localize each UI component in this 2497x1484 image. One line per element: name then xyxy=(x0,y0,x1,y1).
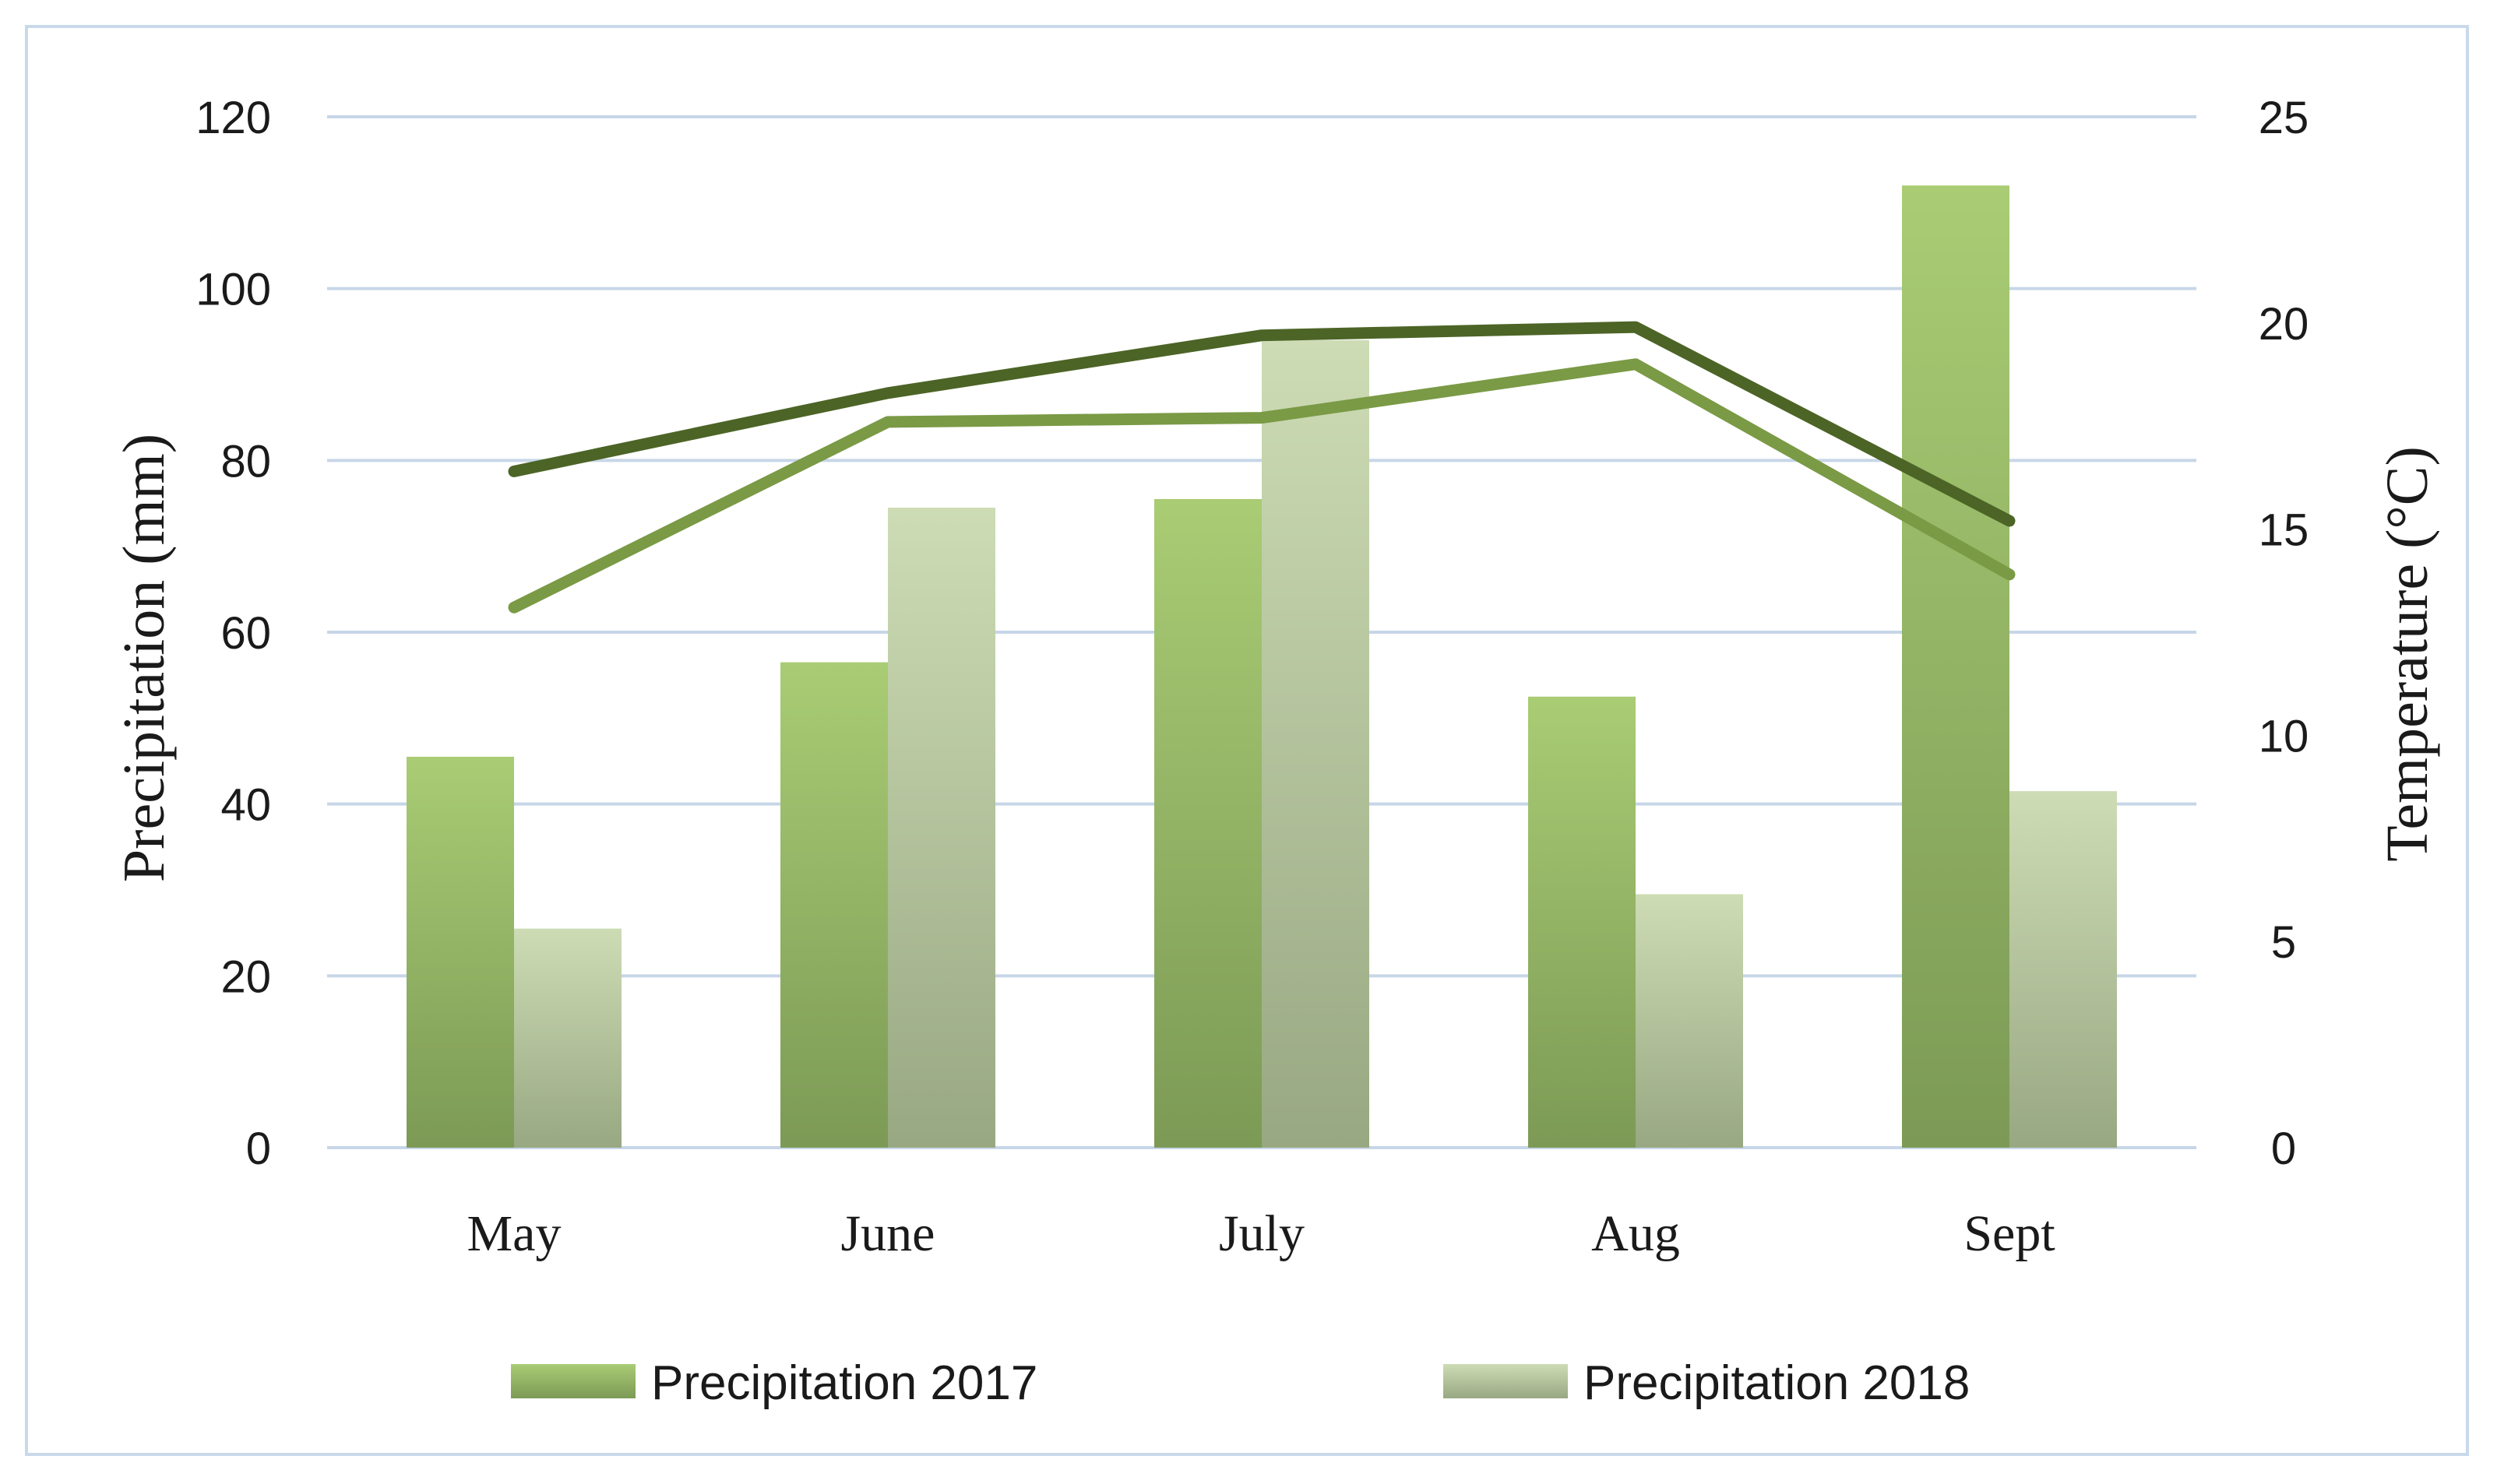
y-tick-label-left: 60 xyxy=(220,608,271,659)
bar-precip-2017 xyxy=(780,662,888,1148)
y-tick-label-left: 40 xyxy=(220,780,271,831)
bar-precip-2017 xyxy=(1528,696,1636,1148)
bar-precip-2017 xyxy=(1902,185,2009,1148)
y-tick-label-left: 0 xyxy=(246,1124,271,1174)
legend-swatch-2018 xyxy=(1443,1364,1568,1398)
bars xyxy=(407,185,2117,1148)
y-tick-label-right: 15 xyxy=(2259,505,2309,556)
y-tick-label-right: 10 xyxy=(2259,711,2309,761)
legend-swatch-2017 xyxy=(511,1364,636,1398)
bar-precip-2017 xyxy=(1154,498,1262,1148)
y-axis-title-left: Precipitation (mm) xyxy=(111,434,177,882)
x-tick-label: Aug xyxy=(1591,1205,1680,1262)
bar-precip-2018 xyxy=(2009,791,2117,1148)
axis-ticks: 0 20 40 60 80 100 120 0 5 10 15 20 25 May June July Aug S… xyxy=(195,93,2309,1262)
x-tick-label: May xyxy=(467,1205,562,1262)
legend-label-2017: Precipitation 2017 xyxy=(651,1356,1037,1410)
y-tick-label-right: 25 xyxy=(2259,93,2309,143)
bar-precip-2018 xyxy=(888,508,995,1148)
bar-precip-2018 xyxy=(1636,894,1743,1148)
legend: Precipitation 2017 Precipitation 2018 xyxy=(511,1356,1970,1410)
x-tick-label: July xyxy=(1219,1205,1305,1262)
y-tick-label-right: 5 xyxy=(2271,917,2296,968)
line-temperature-2018 xyxy=(508,358,2016,614)
bar-precip-2018 xyxy=(1262,339,1369,1148)
line-temperature-2017 xyxy=(508,321,2016,527)
bar-precip-2018 xyxy=(514,928,622,1148)
bar-precip-2017 xyxy=(407,756,514,1148)
temperature-lines xyxy=(508,321,2016,614)
x-tick-label: Sept xyxy=(1963,1205,2055,1262)
y-tick-label-right: 0 xyxy=(2271,1124,2296,1174)
y-tick-label-left: 120 xyxy=(195,93,271,143)
y-tick-label-left: 80 xyxy=(220,436,271,487)
y-tick-label-left: 20 xyxy=(220,951,271,1002)
y-axis-title-right: Temperature (°C) xyxy=(2375,446,2440,862)
legend-label-2018: Precipitation 2018 xyxy=(1583,1356,1970,1410)
x-tick-label: June xyxy=(841,1205,935,1262)
y-tick-label-left: 100 xyxy=(195,265,271,315)
y-tick-label-right: 20 xyxy=(2259,299,2309,350)
